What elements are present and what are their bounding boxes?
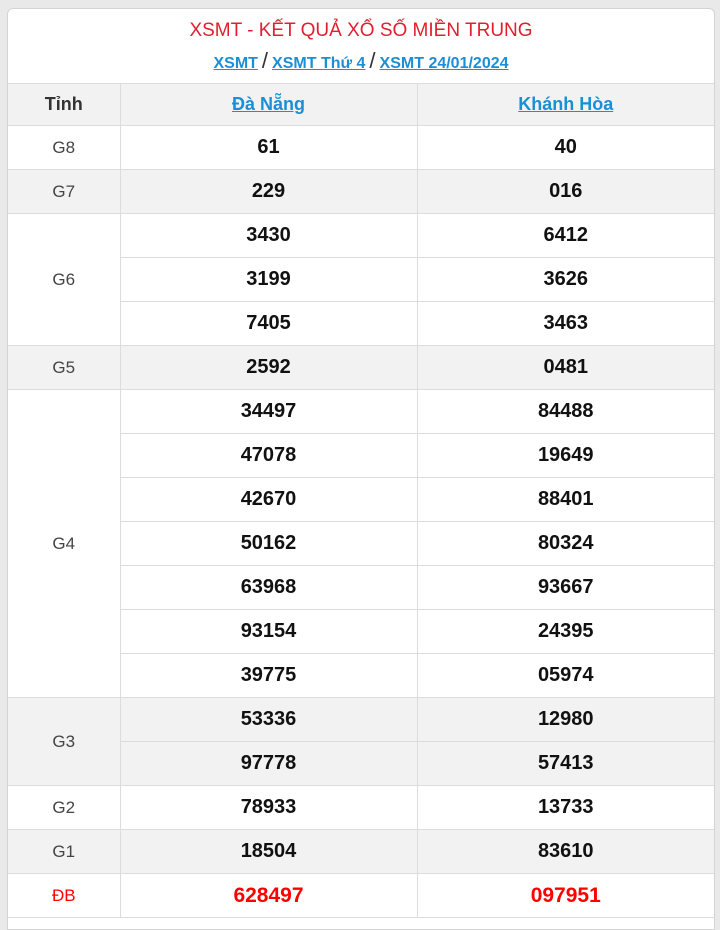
number-da-nang: 3430	[119, 213, 418, 258]
table-row: G1 18504 83610	[8, 829, 714, 874]
number-da-nang: 18504	[119, 829, 418, 874]
table-row: 50162 80324	[8, 521, 714, 566]
province-link-da-nang[interactable]: Đà Nẵng	[231, 94, 305, 114]
table-row: 97778 57413	[8, 741, 714, 786]
number-da-nang: 61	[119, 125, 418, 170]
number-da-nang: 50162	[120, 521, 418, 566]
number-da-nang: 47078	[120, 433, 418, 478]
header-khanh-hoa: Khánh Hòa	[416, 83, 714, 126]
table-row: G6 3430 6412	[8, 213, 714, 346]
number-khanh-hoa: 6412	[416, 213, 714, 258]
number-khanh-hoa: 57413	[416, 741, 714, 786]
number-khanh-hoa: 3626	[416, 257, 714, 302]
number-da-nang: 97778	[120, 741, 418, 786]
number-da-nang: 93154	[120, 609, 418, 654]
table-row: G7 229 016	[8, 169, 714, 214]
table-row: 93154 24395	[8, 609, 714, 654]
number-da-nang: 39775	[120, 653, 418, 698]
number-khanh-hoa: 40	[416, 125, 714, 170]
table-row: 63968 93667	[8, 565, 714, 610]
number-khanh-hoa: 93667	[416, 565, 714, 610]
breadcrumb-xsmt[interactable]: XSMT	[213, 55, 258, 72]
table-header-row: Tỉnh Đà Nẵng Khánh Hòa	[8, 83, 714, 126]
number-da-nang: 78933	[119, 785, 418, 830]
prize-label: G8	[8, 125, 121, 170]
header-da-nang: Đà Nẵng	[119, 83, 418, 126]
number-khanh-hoa: 016	[416, 169, 714, 214]
table-row: G2 78933 13733	[8, 785, 714, 830]
prize-label: G2	[8, 785, 121, 830]
results-table: Tỉnh Đà Nẵng Khánh Hòa G8 61 40 G7 229 016 G6 3…	[8, 83, 714, 918]
number-da-nang: 3199	[120, 257, 418, 302]
number-khanh-hoa: 12980	[416, 697, 714, 742]
prize-label: G6	[8, 213, 121, 346]
prize-label: G1	[8, 829, 121, 874]
breadcrumb: XSMT / XSMT Thứ 4/XSMT 24/01/2024	[8, 48, 714, 74]
table-row: G3 53336 12980	[8, 697, 714, 786]
number-khanh-hoa: 88401	[416, 477, 714, 522]
results-card: XSMT - KẾT QUẢ XỔ SỐ MIỀN TRUNG XSMT / XSM…	[7, 8, 715, 930]
prize-label: G7	[8, 169, 121, 214]
breadcrumb-separator: /	[261, 48, 269, 73]
prize-label: G3	[8, 697, 121, 786]
prize-label: ĐB	[8, 873, 121, 918]
number-khanh-hoa: 80324	[416, 521, 714, 566]
number-da-nang: 53336	[119, 697, 418, 742]
prize-label: G4	[8, 389, 121, 698]
breadcrumb-xsmt-thu-4[interactable]: XSMT Thứ 4	[272, 55, 366, 72]
number-da-nang: 7405	[120, 301, 418, 346]
breadcrumb-separator: /	[369, 48, 376, 73]
number-khanh-hoa: 097951	[416, 873, 714, 918]
number-khanh-hoa: 3463	[416, 301, 714, 346]
number-khanh-hoa: 19649	[416, 433, 714, 478]
header-province: Tỉnh	[8, 83, 121, 126]
number-khanh-hoa: 84488	[416, 389, 714, 434]
number-da-nang: 42670	[120, 477, 418, 522]
number-da-nang: 2592	[119, 345, 418, 390]
breadcrumb-xsmt-date[interactable]: XSMT 24/01/2024	[379, 55, 509, 72]
table-row: G5 2592 0481	[8, 345, 714, 390]
number-khanh-hoa: 83610	[416, 829, 714, 874]
table-row: G4 34497 84488	[8, 389, 714, 698]
number-khanh-hoa: 0481	[416, 345, 714, 390]
results-header: XSMT - KẾT QUẢ XỔ SỐ MIỀN TRUNG XSMT / XSM…	[8, 9, 714, 83]
table-row: G8 61 40	[8, 125, 714, 170]
number-khanh-hoa: 05974	[416, 653, 714, 698]
number-da-nang: 628497	[119, 873, 418, 918]
table-row: 42670 88401	[8, 477, 714, 522]
page-title: XSMT - KẾT QUẢ XỔ SỐ MIỀN TRUNG	[189, 20, 533, 41]
prize-label: G5	[8, 345, 121, 390]
table-row: 39775 05974	[8, 653, 714, 698]
number-da-nang: 63968	[120, 565, 418, 610]
number-da-nang: 34497	[119, 389, 418, 434]
province-link-khanh-hoa[interactable]: Khánh Hòa	[518, 94, 614, 114]
table-row: 3199 3626	[8, 257, 714, 302]
number-khanh-hoa: 13733	[416, 785, 714, 830]
table-row: ĐB 628497 097951	[8, 873, 714, 918]
number-khanh-hoa: 24395	[416, 609, 714, 654]
number-da-nang: 229	[119, 169, 418, 214]
